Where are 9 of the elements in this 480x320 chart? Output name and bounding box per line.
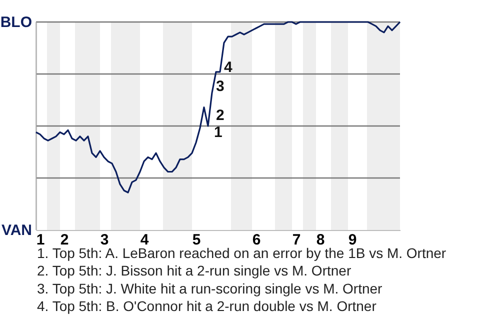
text: BLO	[0, 14, 32, 31]
text: 2. Top 5th: J. Bisson hit a 2-run single vs M. Ortner	[37, 262, 352, 279]
text: 3. Top 5th: J. White hit a run-scoring single vs M. Ortner	[37, 280, 383, 296]
annotation: 1	[214, 124, 222, 141]
annotation: 3	[216, 78, 224, 95]
annotation: 4	[224, 59, 233, 76]
annotation: 2	[216, 107, 224, 124]
text: 4. Top 5th: B. O'Connor hit a 2-run double vs M. Ortner	[37, 298, 377, 314]
text: VAN	[1, 222, 32, 239]
